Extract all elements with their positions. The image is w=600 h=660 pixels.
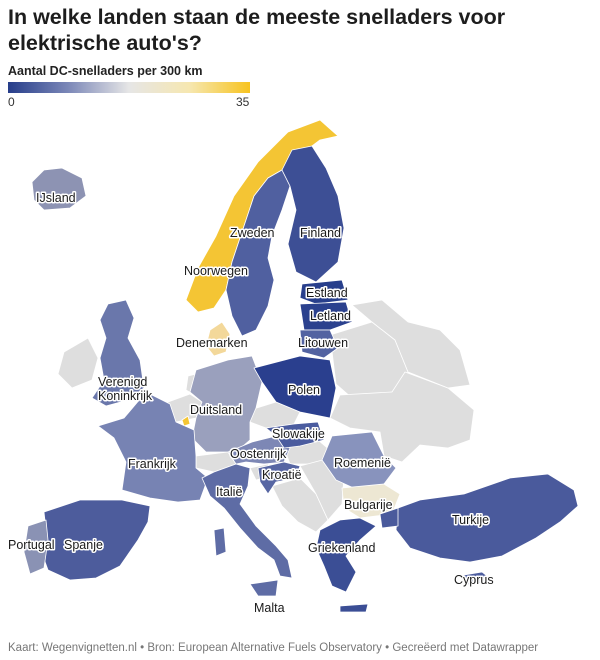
country-portugal — [23, 519, 49, 575]
label-polen: Polen — [288, 383, 320, 397]
label-roemenie: Roemenië — [334, 456, 391, 470]
country-lithuania — [299, 329, 339, 359]
country-finland — [281, 145, 345, 283]
label-turkije: Turkije — [452, 513, 489, 527]
legend-title: Aantal DC-snelladers per 300 km — [8, 64, 203, 78]
label-malta: Malta — [254, 601, 285, 615]
country-poland — [253, 355, 337, 419]
label-ijsland: IJsland — [36, 191, 76, 205]
label-italie: Italië — [216, 485, 242, 499]
label-cyprus: Cyprus — [454, 573, 494, 587]
legend-max-label: 35 — [236, 95, 250, 109]
country-iceland — [31, 167, 87, 211]
country-sweden — [225, 169, 291, 337]
country-slovakia — [265, 421, 325, 449]
country-sardinia — [213, 527, 227, 557]
country-sicily — [249, 579, 279, 597]
label-oostenrijk: Oostenrijk — [230, 447, 287, 461]
country-labels: IJsland Noorwegen Zweden Finland Estland… — [7, 190, 496, 617]
country-luxembourg — [181, 415, 191, 427]
country-greece — [315, 517, 377, 593]
label-noorwegen: Noorwegen — [184, 264, 248, 278]
country-latvia — [299, 301, 353, 331]
country-turkey-thrace — [379, 507, 399, 529]
legend-color-bar — [8, 82, 250, 93]
label-spanje: Spanje — [64, 538, 103, 552]
label-litouwen: Litouwen — [298, 336, 348, 350]
data-countries — [23, 119, 579, 613]
label-denemarken: Denemarken — [176, 336, 248, 350]
label-frankrijk: Frankrijk — [128, 457, 177, 471]
label-finland: Finland — [300, 226, 341, 240]
legend-min-label: 0 — [8, 95, 15, 109]
country-cyprus — [457, 571, 493, 587]
label-griekenland: Griekenland — [308, 541, 375, 555]
label-vk-1: Verenigd — [98, 375, 147, 389]
country-italy — [201, 463, 293, 579]
country-estonia — [299, 279, 349, 305]
label-duitsland: Duitsland — [190, 403, 242, 417]
country-crete — [339, 603, 369, 613]
country-france — [97, 391, 209, 503]
country-denmark — [205, 321, 231, 357]
country-turkey — [395, 473, 579, 563]
label-vk-2: Koninkrijk — [98, 389, 153, 403]
label-bulgarije: Bulgarije — [344, 498, 393, 512]
europe-map: IJsland Noorwegen Zweden Finland Estland… — [7, 119, 579, 617]
label-slowakije: Slowakije — [272, 427, 325, 441]
country-malta — [261, 605, 269, 613]
label-portugal: Portugal — [8, 538, 55, 552]
label-zweden: Zweden — [230, 226, 275, 240]
country-croatia — [257, 461, 301, 495]
label-letland: Letland — [310, 309, 351, 323]
label-estland: Estland — [306, 286, 348, 300]
chart-title: In welke landen staan de meeste snellade… — [8, 5, 506, 55]
label-kroatie: Kroatië — [262, 468, 302, 482]
country-united-kingdom — [91, 299, 145, 407]
source-footer: Kaart: Wegenvignetten.nl • Bron: Europea… — [8, 642, 539, 654]
